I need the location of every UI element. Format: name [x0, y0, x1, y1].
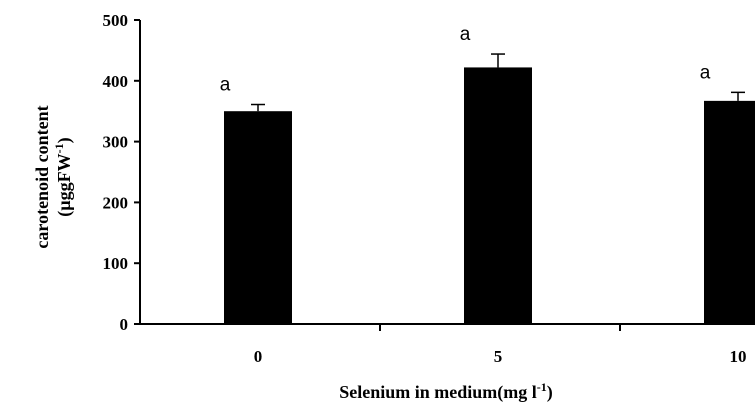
y-tick-label: 500 [103, 11, 129, 30]
x-ticks: 0 5 10 [254, 324, 747, 366]
bar-10 [704, 100, 755, 324]
x-tick-label-0: 0 [254, 347, 263, 366]
error-bars [251, 53, 745, 112]
x-axis-title-superscript: -1 [537, 380, 547, 394]
y-axis-title-unit-end: ) [54, 137, 75, 143]
y-axis-title-line1: carotenoid content [32, 105, 52, 248]
significance-label-0: a [220, 75, 231, 96]
y-tick-label: 0 [120, 315, 129, 334]
y-axis-title-line2: (µggFW-1) [52, 137, 75, 216]
x-axis-title-end: ) [547, 382, 553, 403]
y-tick-label: 200 [103, 193, 129, 212]
x-tick-label-5: 5 [494, 347, 503, 366]
significance-labels: a a a [220, 24, 711, 95]
x-axis-title-text: Selenium in medium(mg l [339, 382, 537, 403]
significance-label-10: a [700, 62, 711, 83]
bars [224, 67, 755, 324]
y-tick-label: 300 [103, 133, 129, 152]
x-axis-title: Selenium in medium(mg l-1) [339, 380, 553, 403]
y-tick-label: 400 [103, 72, 129, 91]
y-tick-label: 100 [103, 254, 129, 273]
y-axis-title-unit: (µggFW [54, 153, 75, 216]
significance-label-5: a [460, 24, 471, 45]
y-axis-title-superscript: -1 [52, 143, 66, 153]
bar-5 [464, 67, 532, 324]
x-tick-label-10: 10 [730, 347, 747, 366]
y-ticks: 0 100 200 300 400 500 [103, 11, 140, 334]
bar-0 [224, 111, 292, 324]
